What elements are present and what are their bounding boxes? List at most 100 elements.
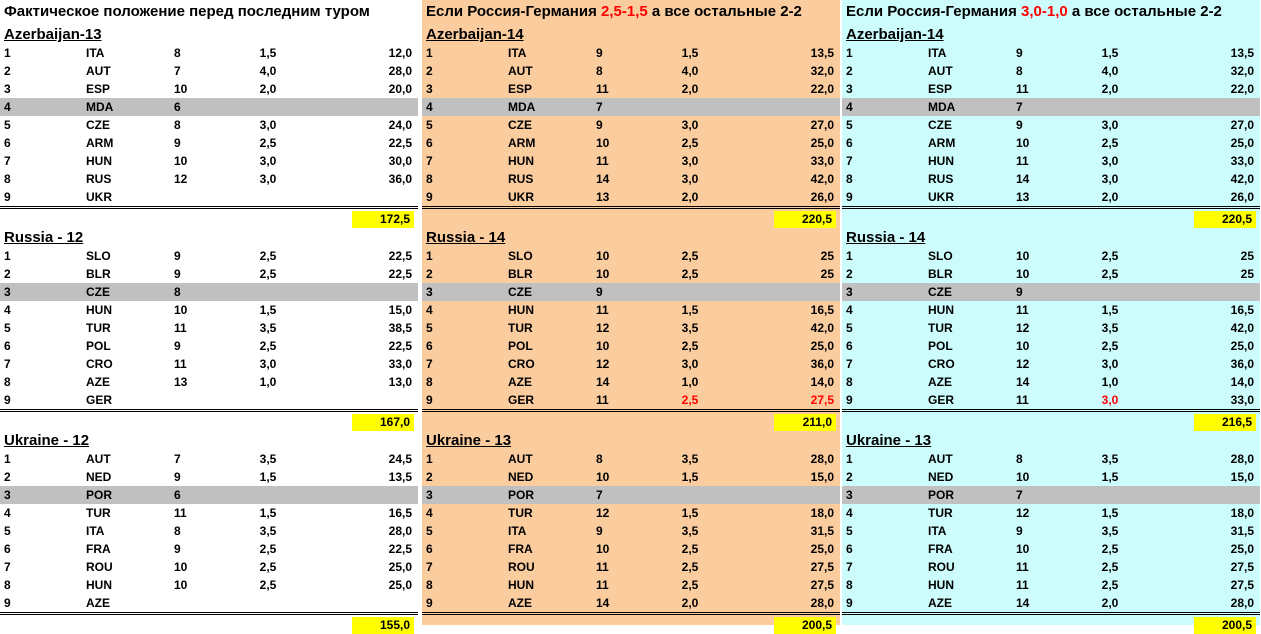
table-row: 2 AUT 8 4,0 32,0 <box>422 62 840 80</box>
row-number: 1 <box>426 249 433 263</box>
team-group: Russia - 14 1 SLO 10 2,5 25 2 BLR 10 2,5 25 3 CZE 9 4 H… <box>842 227 1260 431</box>
header-score: 3,0-1,0 <box>1021 3 1068 20</box>
rank-cell: 11 <box>596 560 609 574</box>
score-cell: 20,0 <box>388 82 412 96</box>
row-number: 3 <box>426 285 433 299</box>
score-cell: 24,5 <box>388 452 412 466</box>
score-cell: 31,5 <box>810 524 834 538</box>
rank-cell: 10 <box>174 154 188 168</box>
points-cell: 3,5 <box>681 321 699 335</box>
row-number: 4 <box>426 506 433 520</box>
opponent-code: UKR <box>928 190 954 204</box>
rank-cell: 7 <box>1016 488 1023 502</box>
table-row: 2 BLR 9 2,5 22,5 <box>0 265 418 283</box>
opponent-code: SLO <box>86 249 111 263</box>
rank-cell: 11 <box>596 393 609 407</box>
rank-cell: 12 <box>1016 357 1030 371</box>
rank-cell: 8 <box>174 46 181 60</box>
table-row: 1 AUT 7 3,5 24,5 <box>0 450 418 468</box>
row-number: 6 <box>4 339 11 353</box>
score-cell: 13,5 <box>810 46 834 60</box>
table-row: 9 GER <box>0 391 418 412</box>
opponent-code: HUN <box>86 154 112 168</box>
score-cell: 13,5 <box>388 470 412 484</box>
opponent-code: BLR <box>928 267 953 281</box>
row-number: 1 <box>426 46 433 60</box>
points-cell: 2,5 <box>1101 578 1119 592</box>
opponent-code: CZE <box>86 285 110 299</box>
row-number: 5 <box>426 118 433 132</box>
total-row: 167,0 <box>0 412 418 431</box>
points-cell: 3,5 <box>681 452 699 466</box>
points-cell: 2,5 <box>681 249 699 263</box>
points-cell: 1,5 <box>259 303 277 317</box>
rank-cell: 9 <box>1016 118 1023 132</box>
opponent-code: POR <box>508 488 535 502</box>
table-row: 9 UKR 13 2,0 26,0 <box>422 188 840 209</box>
table-row: 9 AZE <box>0 594 418 615</box>
row-number: 4 <box>846 100 853 114</box>
score-cell: 28,0 <box>810 596 834 610</box>
table-row: 4 HUN 11 1,5 16,5 <box>422 301 840 319</box>
rank-cell: 11 <box>1016 393 1029 407</box>
rank-cell: 11 <box>596 303 609 317</box>
row-number: 6 <box>846 339 853 353</box>
row-number: 3 <box>426 488 433 502</box>
score-cell: 25,0 <box>810 339 834 353</box>
row-number: 3 <box>426 82 433 96</box>
table-row: 5 TUR 11 3,5 38,5 <box>0 319 418 337</box>
opponent-code: SLO <box>928 249 953 263</box>
table-row: 7 CRO 11 3,0 33,0 <box>0 355 418 373</box>
table-row: 1 AUT 8 3,5 28,0 <box>422 450 840 468</box>
header-before: Если Россия-Германия <box>846 3 1022 20</box>
rank-cell: 11 <box>174 506 187 520</box>
score-cell: 31,5 <box>1230 524 1254 538</box>
table-row: 4 HUN 10 1,5 15,0 <box>0 301 418 319</box>
points-cell: 1,5 <box>259 470 277 484</box>
rank-cell: 10 <box>174 303 188 317</box>
scenario-header: Если Россия-Германия 2,5-1,5 а все остал… <box>422 0 840 24</box>
row-number: 1 <box>4 46 11 60</box>
rank-cell: 10 <box>596 339 610 353</box>
score-cell: 28,0 <box>388 64 412 78</box>
rank-cell: 13 <box>1016 190 1030 204</box>
rank-cell: 8 <box>1016 452 1023 466</box>
opponent-code: BLR <box>508 267 533 281</box>
points-cell: 2,5 <box>681 267 699 281</box>
opponent-code: CRO <box>508 357 535 371</box>
points-cell: 1,5 <box>681 46 699 60</box>
row-number: 9 <box>426 190 433 204</box>
points-cell: 4,0 <box>681 64 699 78</box>
score-cell: 27,0 <box>1230 118 1254 132</box>
group-total: 200,5 <box>1194 617 1256 634</box>
opponent-code: ESP <box>928 82 953 96</box>
group-title: Azerbaijan-14 <box>426 26 524 43</box>
row-number: 1 <box>846 46 853 60</box>
opponent-code: TUR <box>508 506 533 520</box>
opponent-code: POL <box>508 339 533 353</box>
points-cell: 2,0 <box>1101 82 1119 96</box>
row-number: 5 <box>4 524 11 538</box>
score-cell: 27,5 <box>1230 578 1254 592</box>
row-number: 8 <box>4 375 11 389</box>
row-number: 7 <box>846 357 853 371</box>
rank-cell: 14 <box>596 375 610 389</box>
rank-cell: 14 <box>1016 596 1030 610</box>
group-total: 155,0 <box>352 617 414 634</box>
table-row: 7 HUN 11 3,0 33,0 <box>422 152 840 170</box>
score-cell: 25,0 <box>1230 542 1254 556</box>
total-row: 220,5 <box>842 209 1260 228</box>
rank-cell: 11 <box>596 154 609 168</box>
table-row: 4 HUN 11 1,5 16,5 <box>842 301 1260 319</box>
table-row: 1 SLO 9 2,5 22,5 <box>0 247 418 265</box>
opponent-code: AZE <box>508 596 532 610</box>
score-cell: 25,0 <box>1230 136 1254 150</box>
row-number: 9 <box>846 190 853 204</box>
score-cell: 22,5 <box>388 542 412 556</box>
score-cell: 25,0 <box>388 578 412 592</box>
row-number: 2 <box>426 64 433 78</box>
score-cell: 25,0 <box>810 136 834 150</box>
row-number: 4 <box>4 506 11 520</box>
row-number: 2 <box>846 64 853 78</box>
